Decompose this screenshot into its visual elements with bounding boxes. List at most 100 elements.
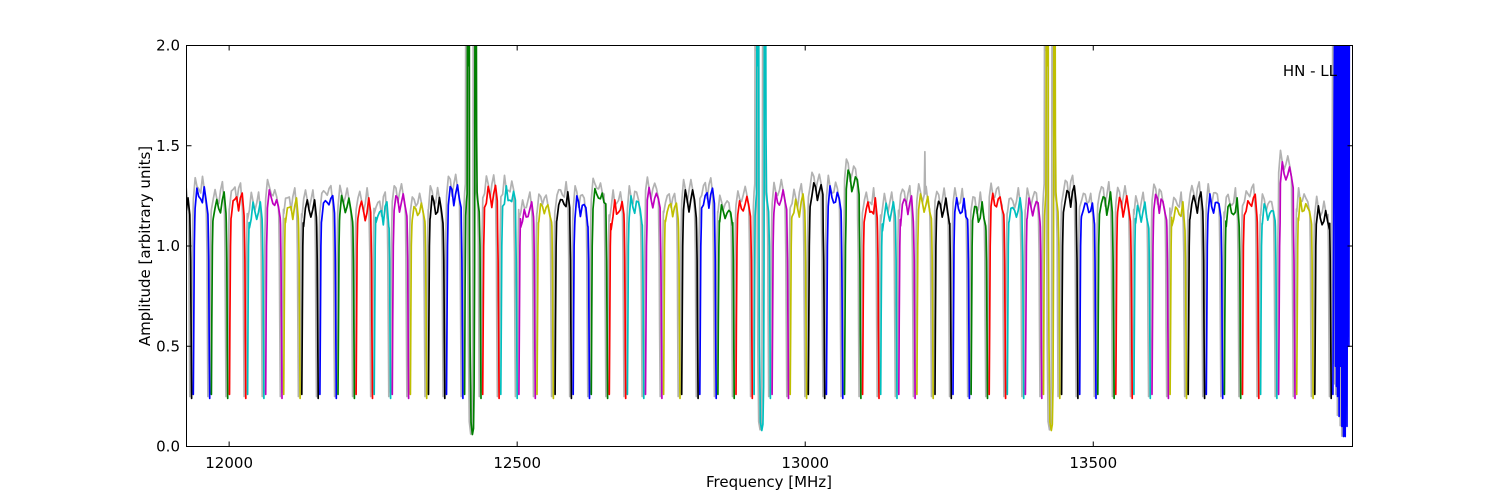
y-tick-label: 2.0 [156, 37, 180, 55]
bandpass-window-3-c [246, 201, 265, 400]
reference-curve-4 [263, 178, 282, 398]
reference-curve-32 [769, 178, 788, 398]
reference-curve-41 [932, 187, 951, 398]
reference-curve-10 [371, 191, 390, 398]
reference-curve-19 [534, 193, 553, 398]
bandpass-window-51-r [1114, 195, 1134, 400]
reference-curve-54 [1167, 191, 1186, 398]
reference-curve-42 [950, 187, 969, 398]
bandpass-window-61-y [1295, 197, 1314, 400]
reference-curve-29 [715, 194, 734, 398]
bandpass-window-57-g [1223, 197, 1242, 400]
reference-spike [923, 150, 927, 195]
reference-curve-11 [389, 182, 408, 398]
bandpass-window-26-y [662, 202, 681, 400]
bandpass-window-28-b [698, 187, 718, 400]
reference-curve-25 [642, 176, 662, 398]
bandpass-window-33-y [789, 193, 808, 400]
reference-curve-21 [570, 184, 589, 398]
bandpass-window-41-k [934, 197, 953, 400]
bandpass-window-49-b [1078, 202, 1097, 400]
y-tick-label: 1.0 [156, 237, 180, 255]
bandpass-window-24-c [626, 195, 645, 400]
bandpass-window-35-b [825, 184, 844, 400]
reference-curve--1 [186, 187, 191, 398]
bandpass-window-5-y [282, 197, 301, 400]
reference-curve-59 [1257, 193, 1277, 398]
bandpass-curves-layer [186, 45, 1351, 438]
reference-curve-2 [226, 182, 245, 398]
reference-curve-7 [317, 184, 336, 398]
bandpass-window-55-k [1187, 191, 1206, 400]
reference-curve-5 [281, 187, 300, 398]
bandpass-window-0-b [192, 185, 211, 400]
bandpass-window-7-b [319, 194, 338, 400]
reference-curve-22 [588, 177, 607, 398]
bandpass-window-21-b [572, 195, 591, 400]
reference-curve-58 [1239, 183, 1258, 398]
bandpass-window-58-r [1241, 193, 1260, 400]
reference-curve-18 [516, 191, 535, 398]
reference-curve-62 [1312, 195, 1331, 398]
reference-curve-30 [733, 185, 752, 398]
bandpass-window-60-m [1277, 160, 1296, 400]
reference-curve-60 [1276, 149, 1295, 398]
bandpass-window-45-c [1006, 197, 1025, 400]
y-tick-label: 1.5 [156, 137, 180, 155]
bandpass-window-2-r [228, 192, 247, 400]
bandpass-window-13-k [427, 195, 446, 400]
reference-curve-24 [624, 184, 643, 398]
bandpass-window-37-r [861, 197, 880, 400]
bandpass-window-23-r [608, 199, 627, 400]
bandpass-window-15-g [463, 45, 482, 436]
bandpass-window-9-r [355, 197, 374, 400]
reference-curve-61 [1294, 187, 1313, 398]
bandpass-window-62-k [1313, 205, 1333, 400]
reference-curve-52 [1131, 191, 1150, 398]
reference-curve-45 [1004, 187, 1023, 398]
bandpass-window-29-g [717, 204, 736, 400]
reference-curve-14 [443, 173, 463, 398]
bandpass-window-39-m [897, 195, 916, 400]
x-tick-label: 12500 [493, 454, 541, 472]
reference-curve-44 [986, 182, 1005, 398]
bandpass-window-47-y [1042, 45, 1061, 432]
axes-ticks [186, 45, 1353, 447]
x-axis-label: Frequency [MHz] [706, 473, 832, 491]
bandpass-window-20-k [554, 191, 573, 400]
bandpass-window-56-b [1205, 193, 1224, 400]
reference-curve-53 [1149, 183, 1168, 398]
reference-curve-0 [190, 175, 209, 398]
bandpass-window-48-k [1060, 184, 1079, 400]
bandpass-window-4-m [264, 189, 283, 400]
reference-curve-27 [679, 178, 698, 398]
reference-curve-26 [661, 192, 680, 398]
bandpass-window-32-m [771, 189, 790, 400]
reference-curve-8 [335, 184, 354, 398]
bandpass-window-1-g [210, 191, 229, 400]
y-tick-label: 0.5 [156, 337, 180, 355]
bandpass-window-52-c [1133, 201, 1152, 400]
reference-curve-40 [914, 182, 933, 398]
bandpass-window-54-y [1169, 201, 1188, 400]
bandpass-window-27-k [680, 189, 699, 400]
reference-curve-35 [823, 174, 842, 398]
bandpass-window-6-k [300, 199, 320, 400]
reference-curve-56 [1203, 182, 1222, 398]
x-tick-label: 13000 [781, 454, 829, 472]
y-axis-label: Amplitude [arbitrary units] [136, 146, 154, 346]
y-tick-label: 0.0 [156, 438, 180, 456]
bandpass-window-22-g [590, 187, 609, 400]
reference-curve-46 [1022, 187, 1041, 398]
bandpass-window-16-r [481, 184, 500, 400]
bandpass-window-34-k [807, 182, 826, 400]
bandpass-window-19-y [536, 202, 555, 400]
reference-curve-49 [1077, 192, 1096, 398]
bandpass-window-63-b [1332, 45, 1351, 438]
bandpass-window-11-m [391, 193, 410, 400]
bandpass-window-46-m [1024, 197, 1043, 400]
reference-curve-39 [896, 184, 915, 398]
reference-curve-28 [697, 177, 716, 398]
